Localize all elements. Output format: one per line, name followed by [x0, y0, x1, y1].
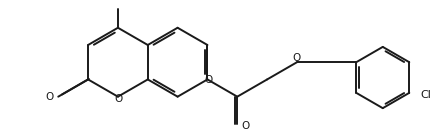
Text: O: O	[293, 53, 301, 63]
Text: O: O	[241, 121, 249, 131]
Text: O: O	[45, 92, 53, 102]
Text: O: O	[115, 94, 123, 104]
Text: Cl: Cl	[421, 90, 432, 100]
Text: O: O	[204, 75, 213, 85]
